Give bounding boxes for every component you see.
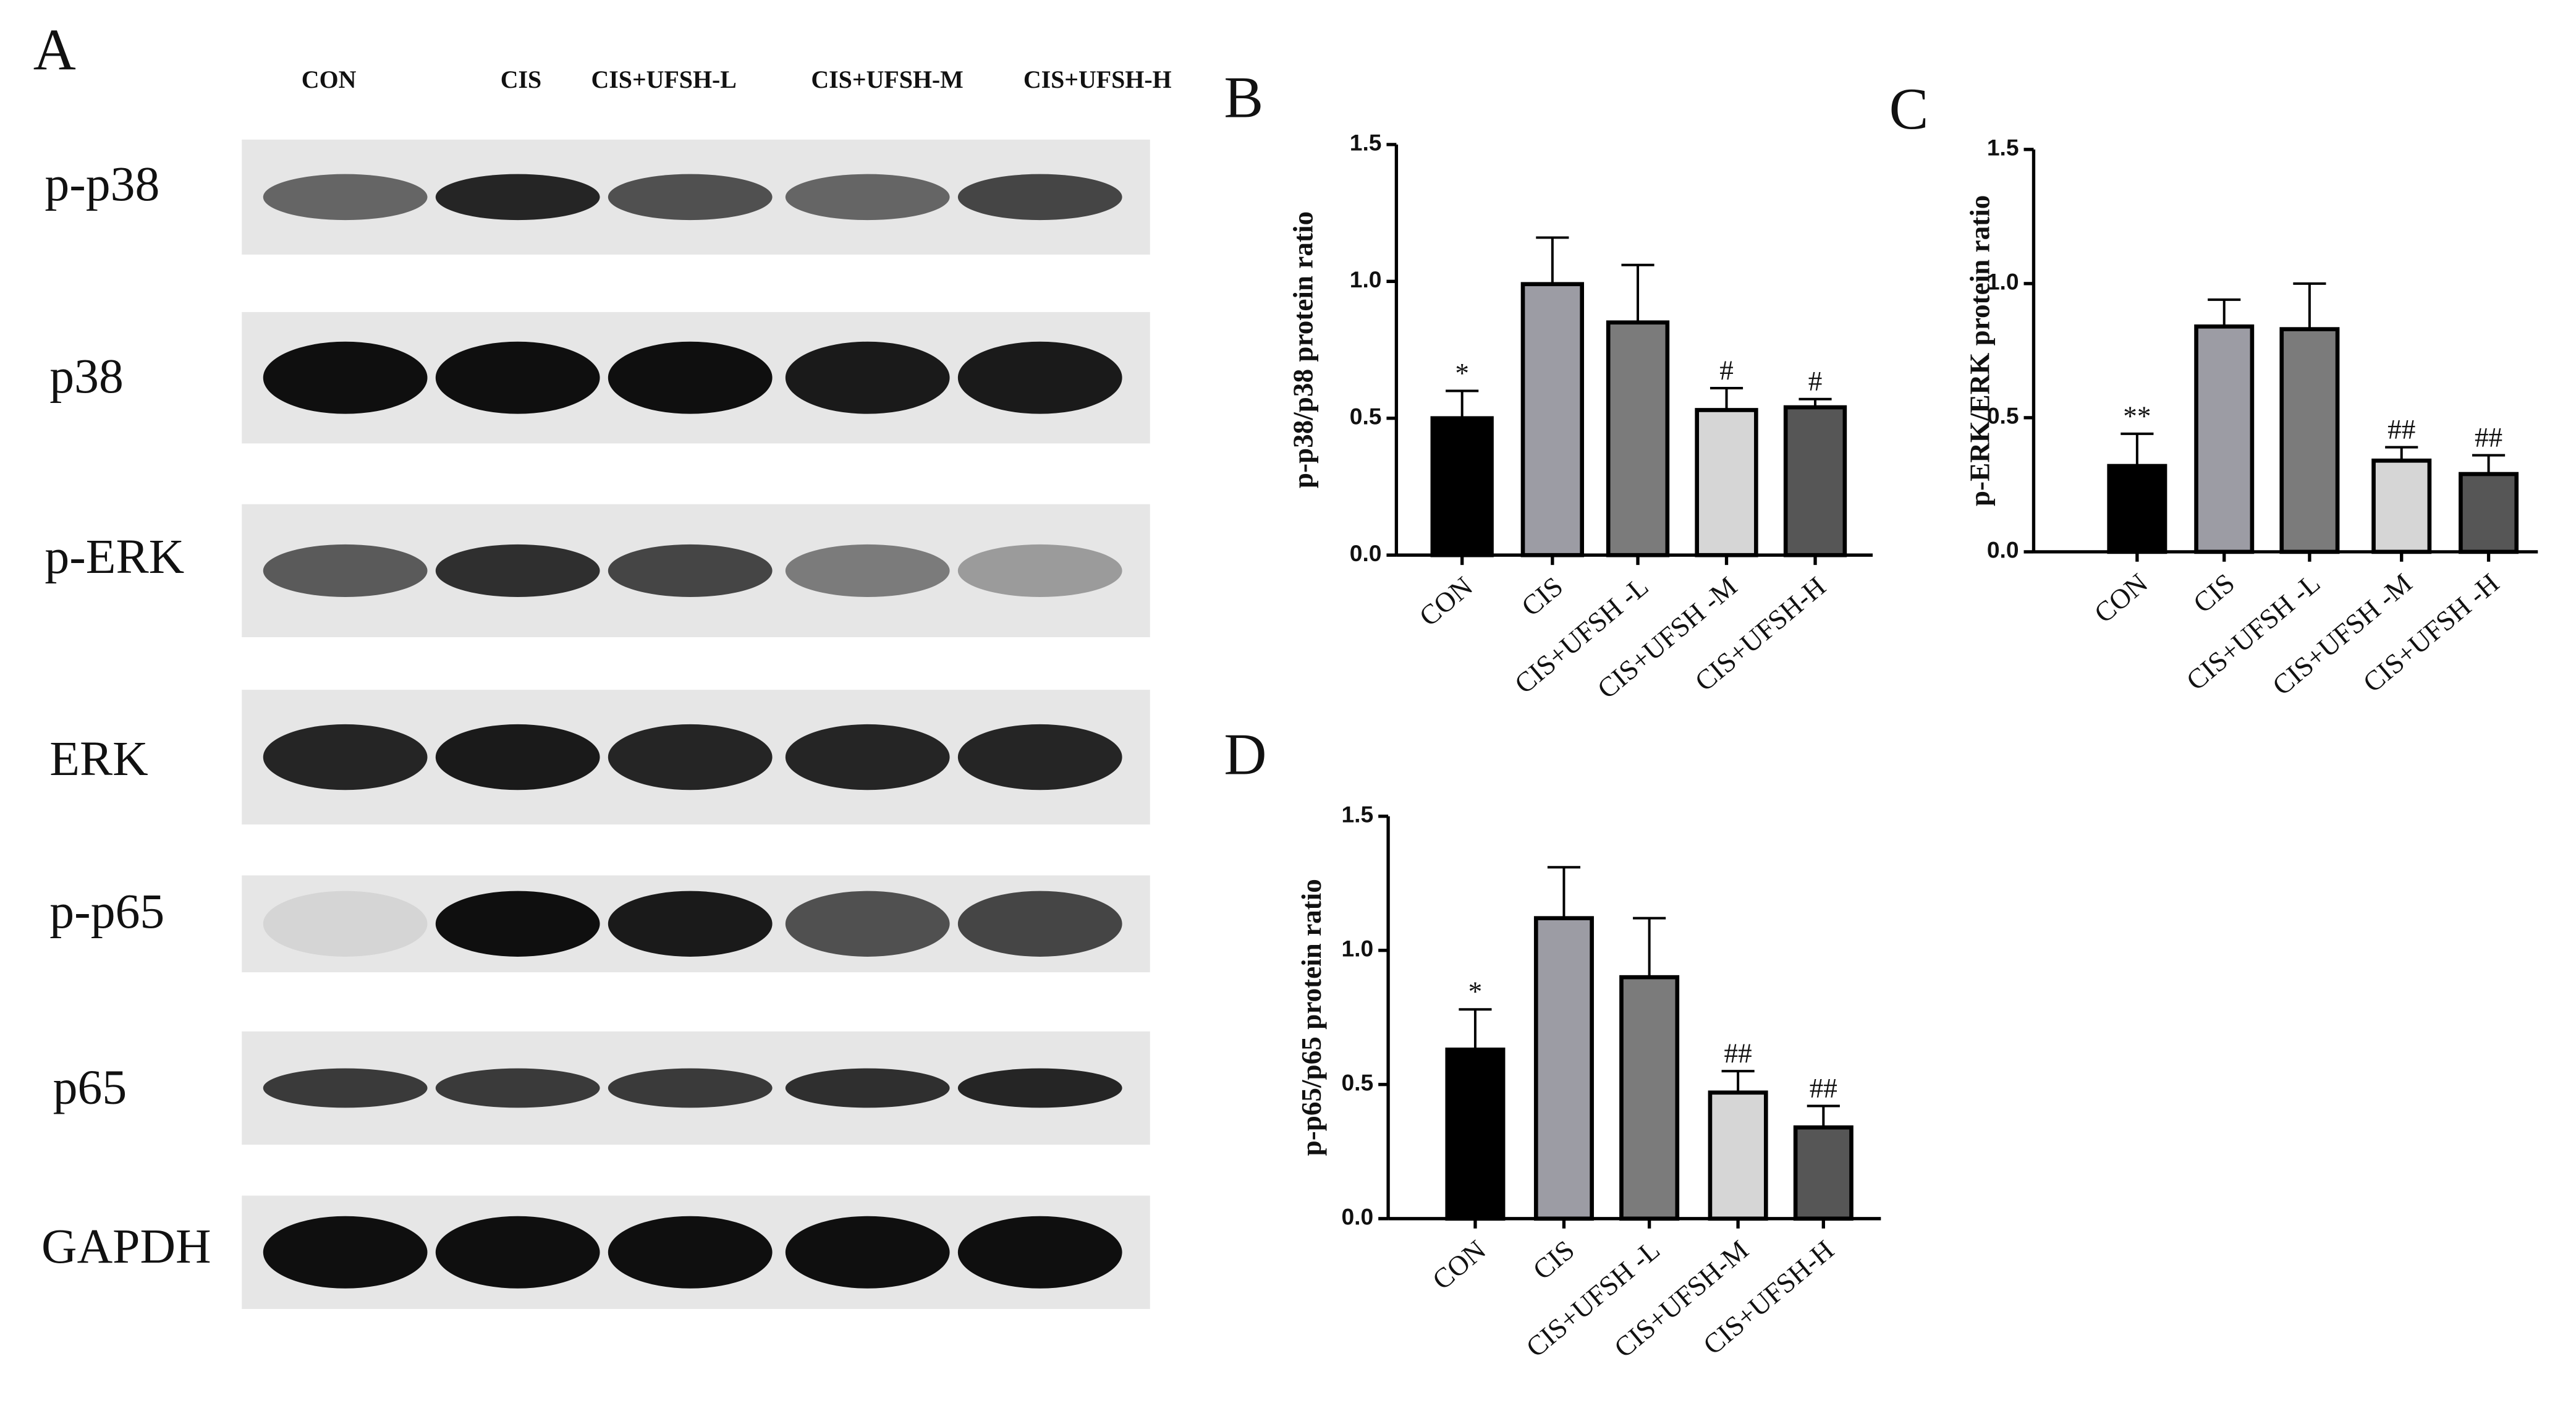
panel-label: D [1224, 721, 1266, 787]
blot-band [435, 341, 600, 414]
blot-band [263, 1068, 428, 1108]
y-tick-label: 1.0 [1987, 269, 2019, 295]
blot-band [785, 1216, 950, 1289]
bar [1708, 1090, 1768, 1221]
blot-band [785, 724, 950, 790]
protein-label: p65 [53, 1060, 127, 1114]
blot-band [608, 174, 773, 221]
x-tick-label: CIS [2187, 567, 2240, 619]
blot-band [263, 341, 428, 414]
blot-band [785, 341, 950, 414]
blot-band [608, 724, 773, 790]
significance: ## [2475, 422, 2502, 453]
bar [2279, 327, 2340, 554]
blot-band [608, 1216, 773, 1289]
protein-label: p-ERK [44, 530, 184, 584]
y-axis-label: p-ERK/ERK protein ratio [1964, 195, 1995, 506]
blot-band [435, 724, 600, 790]
bar [1520, 282, 1584, 557]
significance: ## [1810, 1073, 1837, 1104]
blot-band [957, 1068, 1122, 1108]
protein-label: p-p38 [44, 157, 159, 211]
blot-band [263, 544, 428, 597]
blot-band [263, 174, 428, 221]
lane-label: CIS+UFSH-M [811, 66, 963, 93]
blot-band [608, 341, 773, 414]
x-tick-label: CON [1413, 570, 1478, 632]
bar [1695, 408, 1758, 557]
significance: * [1455, 358, 1469, 389]
blot-band [263, 724, 428, 790]
significance: # [1719, 355, 1734, 386]
y-tick-label: 0.5 [1987, 403, 2019, 429]
x-tick-label: CIS [1515, 570, 1569, 622]
bar [1430, 416, 1494, 557]
blot-band [263, 1216, 428, 1289]
bar [2194, 324, 2255, 554]
y-tick-label: 0.5 [1341, 1070, 1373, 1096]
x-tick-label: CON [1426, 1234, 1491, 1296]
x-tick-label: CIS [1527, 1234, 1580, 1286]
significance: ** [2123, 400, 2151, 431]
blot-band [957, 341, 1122, 414]
blot-band [957, 724, 1122, 790]
y-tick-label: 0.0 [1987, 537, 2019, 563]
blot-band [957, 891, 1122, 957]
y-tick-label: 1.5 [1350, 130, 1382, 156]
blot-band [608, 891, 773, 957]
y-tick-label: 0.5 [1350, 404, 1382, 430]
y-tick-label: 1.5 [1987, 135, 2019, 161]
bar [1619, 975, 1680, 1221]
bar [2459, 472, 2519, 554]
y-tick-label: 0.0 [1350, 540, 1382, 566]
panel-label: B [1224, 64, 1263, 130]
blot-band [957, 174, 1122, 221]
bar [1606, 320, 1670, 557]
bar [1793, 1125, 1854, 1221]
protein-label: ERK [49, 732, 148, 786]
panel-label: A [33, 17, 76, 82]
protein-label: p-p65 [49, 884, 164, 939]
blot-band [608, 1068, 773, 1108]
bar [2107, 464, 2167, 554]
protein-label: GAPDH [41, 1219, 211, 1274]
y-tick-label: 1.0 [1350, 266, 1382, 292]
significance: # [1808, 366, 1823, 397]
y-tick-label: 1.5 [1341, 802, 1373, 828]
y-axis-label: p-p65/p65 protein ratio [1296, 879, 1327, 1156]
blot-band [957, 544, 1122, 597]
y-tick-label: 1.0 [1341, 936, 1373, 962]
blot-band [785, 544, 950, 597]
bar [1533, 916, 1594, 1221]
significance: * [1468, 976, 1483, 1007]
blot-band [608, 544, 773, 597]
blot-band [785, 174, 950, 221]
y-tick-label: 0.0 [1341, 1204, 1373, 1230]
bar [2371, 458, 2432, 554]
blot-band [957, 1216, 1122, 1289]
blot-band [435, 891, 600, 957]
lane-label: CIS+UFSH-H [1023, 66, 1172, 93]
protein-label: p38 [49, 349, 124, 404]
bar [1445, 1048, 1506, 1221]
lane-label: CIS+UFSH-L [591, 66, 737, 93]
x-tick-label: CON [2088, 567, 2153, 629]
panel-label: C [1889, 76, 1929, 142]
lane-label: CIS [501, 66, 541, 93]
blot-band [435, 1216, 600, 1289]
lane-label: CON [302, 66, 357, 93]
y-axis-label: p-p38/p38 protein ratio [1288, 211, 1319, 488]
blot-band [263, 891, 428, 957]
blot-band [435, 174, 600, 221]
significance: ## [1724, 1038, 1752, 1069]
blot-band [785, 891, 950, 957]
significance: ## [2387, 414, 2415, 445]
blot-band [785, 1068, 950, 1108]
blot-band [435, 1068, 600, 1108]
blot-band [435, 544, 600, 597]
bar [1783, 405, 1847, 557]
